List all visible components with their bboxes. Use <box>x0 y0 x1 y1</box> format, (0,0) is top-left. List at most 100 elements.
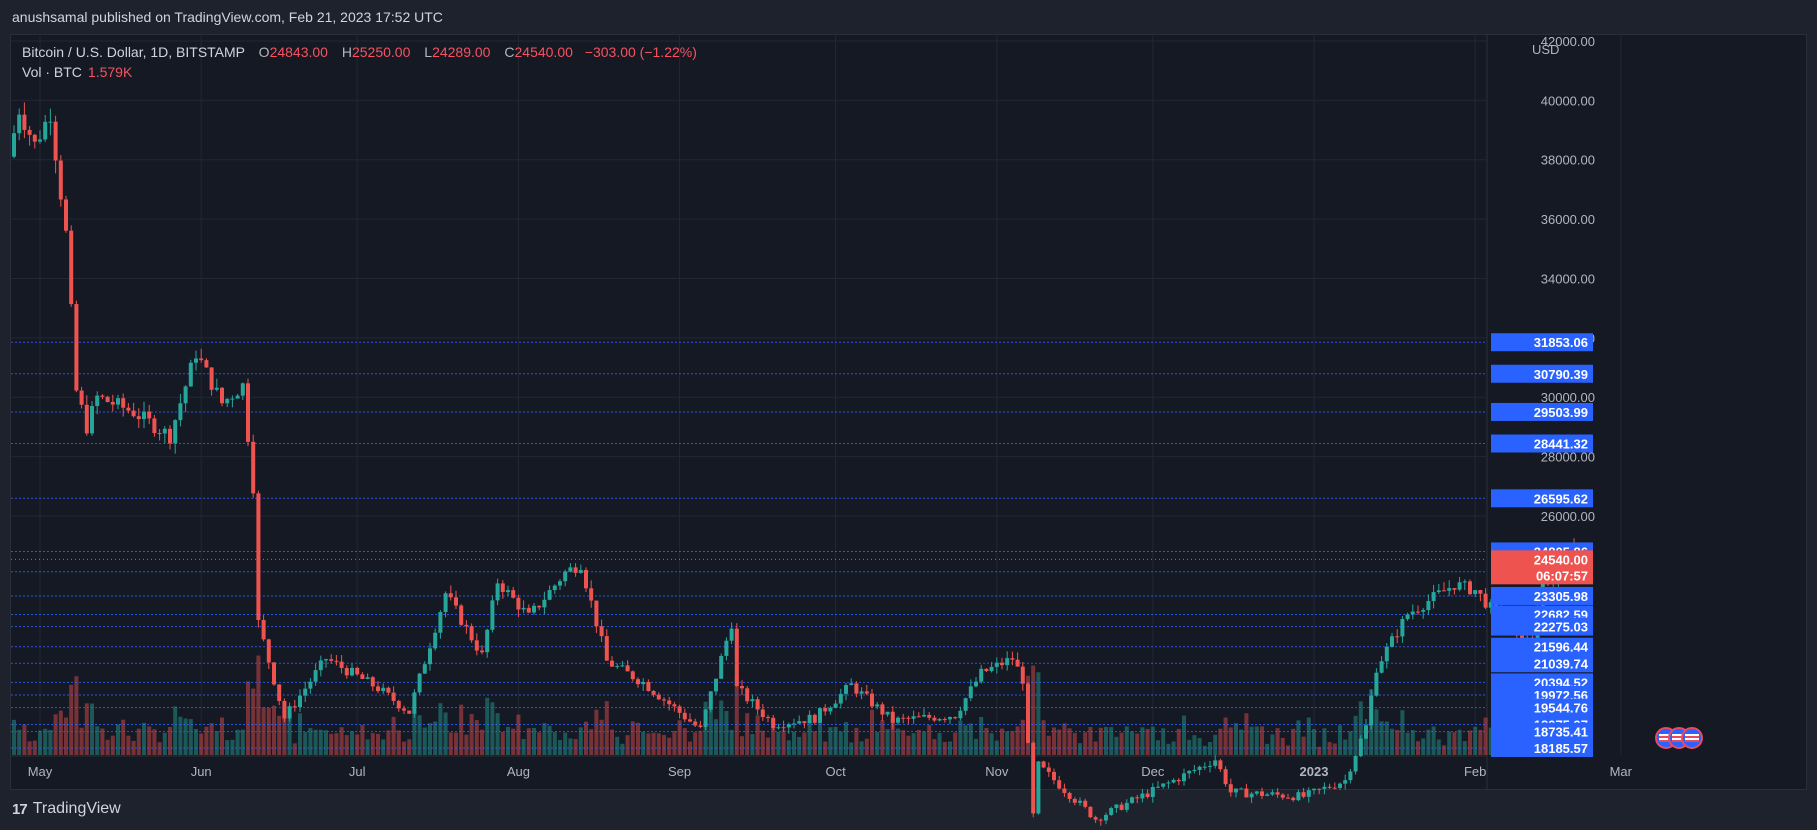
candle-body <box>168 428 172 444</box>
level-price-label: 18185.57 <box>1534 741 1588 756</box>
candle-body <box>214 387 219 390</box>
candle-body <box>386 687 391 693</box>
volume-bar <box>27 741 32 755</box>
volume-bar <box>1353 715 1358 755</box>
x-tick-label: Jun <box>191 764 212 779</box>
candle-body <box>1041 761 1046 768</box>
volume-bar <box>849 742 854 755</box>
candle-body <box>1369 695 1374 726</box>
volume-bar <box>823 741 828 755</box>
candle-body <box>792 723 796 725</box>
candle-body <box>646 681 651 692</box>
volume-bar <box>1062 723 1067 755</box>
volume-bar <box>287 718 292 755</box>
candle-body <box>240 383 245 396</box>
level-price-tag <box>1491 489 1593 508</box>
volume-bar <box>1312 729 1316 755</box>
candle-body <box>568 567 573 572</box>
candle-body <box>422 664 427 674</box>
level-price-label: 21039.74 <box>1534 656 1589 671</box>
candle-body <box>662 699 666 701</box>
candle-body <box>1234 788 1238 793</box>
volume-bar <box>469 713 474 755</box>
volume-label[interactable]: Vol · BTC <box>22 64 82 80</box>
volume-bar <box>490 702 495 755</box>
symbol-title[interactable]: Bitcoin / U.S. Dollar, 1D, BITSTAMP <box>22 44 245 60</box>
candle-body <box>1364 725 1368 739</box>
x-tick-label: Aug <box>507 764 530 779</box>
candle-body <box>17 114 22 134</box>
candle-body <box>563 571 568 582</box>
candle-body <box>1078 800 1082 803</box>
candle-body <box>1280 794 1285 798</box>
volume-bar <box>573 739 578 755</box>
volume-bar <box>1114 736 1119 755</box>
volume-bar <box>1161 728 1166 755</box>
volume-bar <box>1244 713 1249 755</box>
volume-bar <box>1124 726 1129 755</box>
candle-body <box>797 721 802 724</box>
volume-bar <box>370 733 375 755</box>
volume-bar <box>110 735 115 755</box>
volume-bar <box>672 730 677 755</box>
y-tick-label: 40000.00 <box>1541 93 1595 108</box>
candle-body <box>734 628 739 687</box>
candle-body <box>1150 786 1155 797</box>
volume-bar <box>932 739 937 755</box>
candle-body <box>58 160 63 200</box>
volume-bar <box>828 727 833 755</box>
volume-bar <box>1145 728 1150 755</box>
volume-bar <box>79 727 84 755</box>
volume-bar <box>464 734 469 755</box>
tradingview-logo[interactable]: 17 TradingView <box>12 800 121 818</box>
open-label: O <box>258 44 270 60</box>
x-tick-label: May <box>28 764 53 779</box>
candle-body <box>859 691 864 694</box>
candle-body <box>833 703 838 708</box>
us-flag-icon[interactable] <box>1681 727 1703 749</box>
economic-events[interactable] <box>1655 727 1703 749</box>
volume-bar <box>1327 742 1332 755</box>
candle-body <box>84 404 89 434</box>
volume-bar <box>745 713 750 755</box>
volume-bar <box>599 719 604 755</box>
candle-body <box>521 607 526 610</box>
candle-body <box>1072 798 1077 803</box>
volume-bar <box>568 738 573 755</box>
volume-bar <box>474 720 479 755</box>
volume-bar <box>407 739 412 755</box>
volume-bar <box>162 732 167 755</box>
volume-bar <box>667 737 672 755</box>
candle-body <box>948 717 952 720</box>
candle-body <box>870 693 874 707</box>
candle-body <box>724 640 729 656</box>
candle-body <box>1124 802 1129 810</box>
volume-bar <box>152 729 157 755</box>
volume-bar <box>1109 727 1114 755</box>
candle-body <box>901 717 906 719</box>
candle-body <box>1416 611 1420 613</box>
candle-body <box>474 640 479 651</box>
candle-body <box>1020 666 1025 684</box>
candle-body <box>1312 788 1316 791</box>
level-price-label: 31853.06 <box>1534 335 1588 350</box>
candle-body <box>1447 588 1452 591</box>
volume-bar <box>142 722 146 755</box>
volume-bar <box>859 741 864 755</box>
volume-bar <box>1067 728 1072 755</box>
volume-bar <box>1150 726 1155 755</box>
candle-body <box>526 607 531 613</box>
volume-bar <box>864 738 869 755</box>
candle-body <box>677 706 682 713</box>
candle-body <box>927 714 932 718</box>
volume-bar <box>355 734 360 755</box>
volume-bar <box>578 727 583 755</box>
volume-bar <box>1322 728 1327 755</box>
candle-body <box>1327 786 1332 788</box>
candle-body <box>760 709 765 718</box>
volume-bar <box>1431 726 1436 755</box>
volume-bar <box>69 684 74 755</box>
volume-bar <box>324 730 328 755</box>
candle-body <box>173 420 178 444</box>
